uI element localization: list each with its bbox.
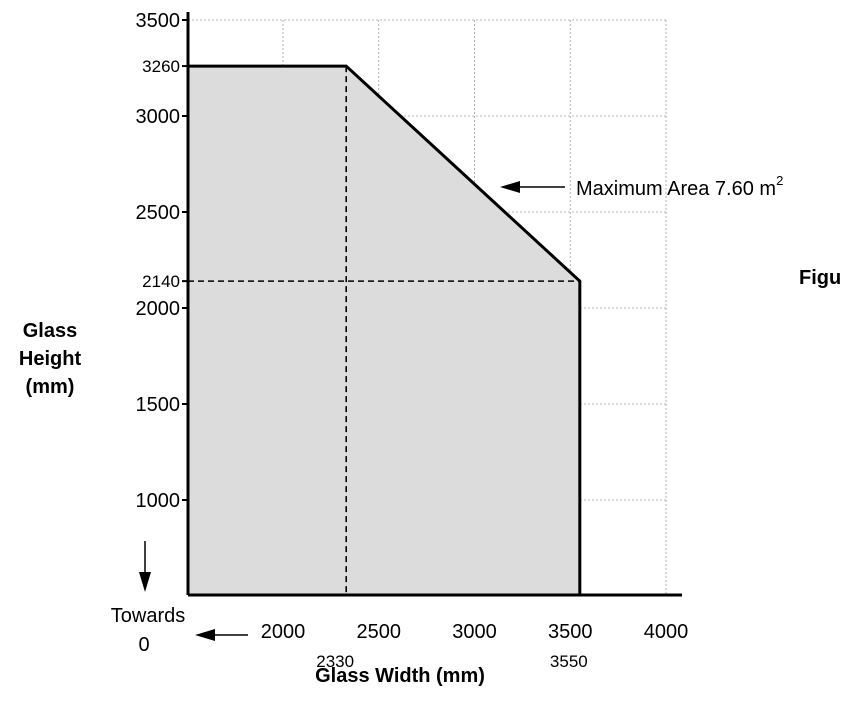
- y-axis-title-line3: (mm): [26, 376, 75, 398]
- y-tick-label-3500: 3500: [136, 10, 181, 32]
- x-axis-title: Glass Width (mm): [315, 665, 485, 687]
- y-tick-label-1000: 1000: [136, 490, 181, 512]
- x-tick-label-4000: 4000: [644, 621, 689, 643]
- figure-label: Figu: [799, 267, 841, 289]
- max-size-boundary: [187, 64, 582, 596]
- y-special-label-2140: 2140: [142, 272, 180, 291]
- tick-labels: 1000 1500 2000 2500 3000 3500 3260 2140 2000 2500…: [136, 10, 689, 671]
- x-tick-label-3000: 3000: [452, 621, 497, 643]
- max-area-arrow-head: [500, 181, 520, 193]
- x-special-label-3550: 3550: [550, 652, 588, 671]
- x-special-label-2330: 2330: [316, 652, 354, 671]
- y-tick-label-1500: 1500: [136, 394, 181, 416]
- towards-zero-left-arrow-head: [195, 629, 215, 641]
- y-tick-label-2000: 2000: [136, 298, 181, 320]
- towards-zero-down-arrow-head: [139, 572, 151, 592]
- towards-label: Towards: [111, 605, 185, 627]
- y-tick-label-3000: 3000: [136, 106, 181, 128]
- towards-zero-label: 0: [138, 634, 149, 656]
- x-tick-label-2000: 2000: [261, 621, 306, 643]
- axes: [182, 12, 682, 597]
- max-area-annotation: Maximum Area 7.60 m2: [576, 173, 783, 200]
- x-tick-label-3500: 3500: [548, 621, 593, 643]
- x-tick-label-2500: 2500: [357, 621, 402, 643]
- y-axis-title-line1: Glass: [23, 320, 77, 342]
- y-axis-title-line2: Height: [19, 348, 82, 370]
- max-size-area: [187, 66, 580, 596]
- reference-lines: [188, 66, 580, 595]
- y-tick-label-2500: 2500: [136, 202, 181, 224]
- y-special-label-3260: 3260: [142, 57, 180, 76]
